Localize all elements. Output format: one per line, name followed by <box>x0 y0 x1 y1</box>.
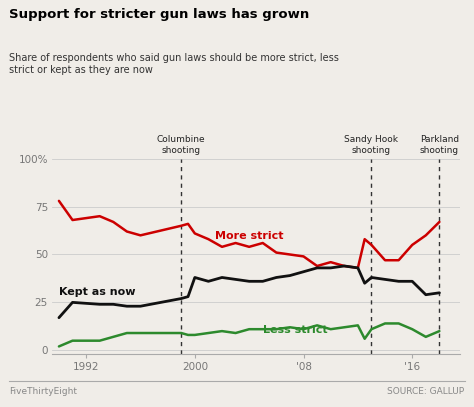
Text: Columbine
shooting: Columbine shooting <box>157 135 206 155</box>
Text: SOURCE: GALLUP: SOURCE: GALLUP <box>387 387 465 396</box>
Text: Parkland
shooting: Parkland shooting <box>420 135 459 155</box>
Text: Sandy Hook
shooting: Sandy Hook shooting <box>345 135 399 155</box>
Text: Kept as now: Kept as now <box>59 287 136 297</box>
Text: Share of respondents who said gun laws should be more strict, less
strict or kep: Share of respondents who said gun laws s… <box>9 53 339 74</box>
Text: Less strict: Less strict <box>263 325 328 335</box>
Text: FiveThirtyEight: FiveThirtyEight <box>9 387 77 396</box>
Text: More strict: More strict <box>215 231 284 241</box>
Text: Support for stricter gun laws has grown: Support for stricter gun laws has grown <box>9 8 310 21</box>
